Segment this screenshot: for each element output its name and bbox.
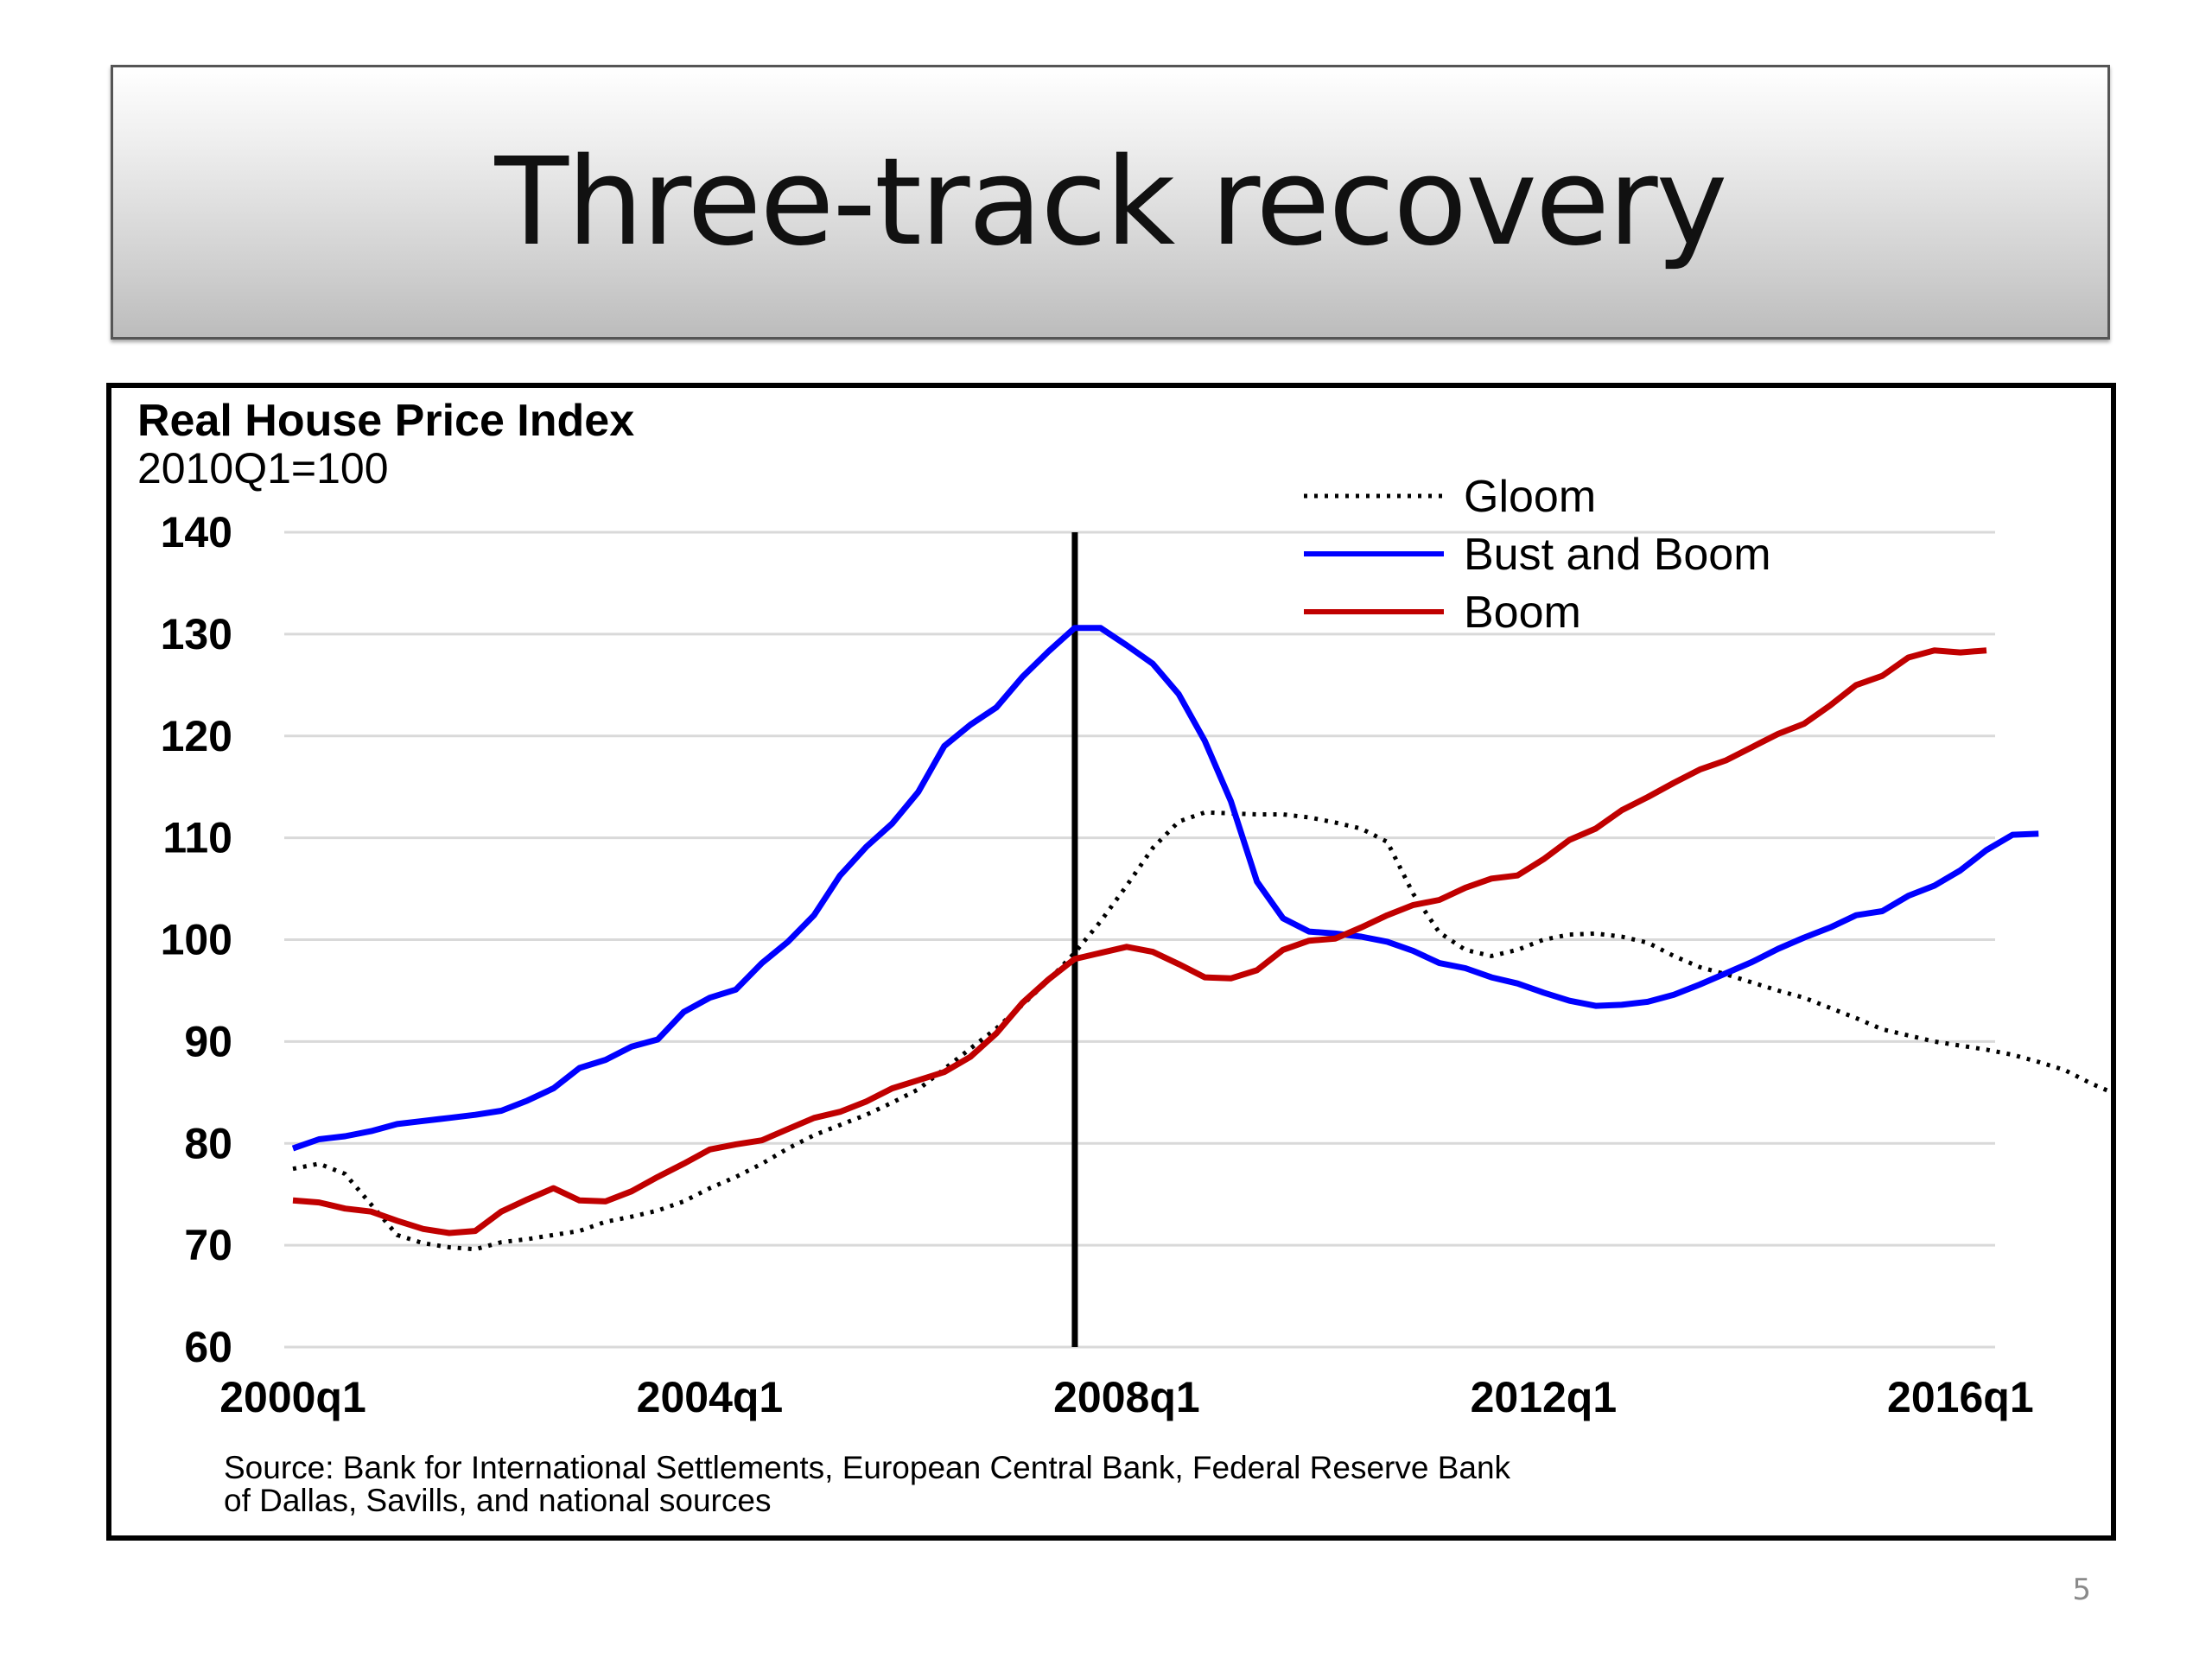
source-note-line-1: Source: Bank for International Settlemen… [224,1450,1511,1485]
source-note-line-2: of Dallas, Savills, and national sources [224,1483,771,1518]
y-tick-label: 80 [184,1119,232,1167]
y-tick-label: 110 [162,814,232,862]
y-tick-label: 120 [161,712,232,760]
chart-subtitle: 2010Q1=100 [137,444,389,493]
legend-label: Gloom [1464,472,1596,522]
series-line-gloom [292,810,2111,1252]
y-tick-label: 60 [184,1323,232,1371]
y-tick-label: 130 [161,610,232,658]
legend-label: Bust and Boom [1464,530,1771,580]
series-line-bust-and-boom [291,625,2039,1152]
y-axis: 140 130 120 110 100 90 80 70 60 [161,508,232,1371]
chart-title: Real House Price Index [137,396,634,446]
x-tick-label: 2008q1 [1053,1373,1200,1421]
y-tick-label: 90 [184,1017,232,1065]
y-tick-label: 100 [161,916,232,964]
y-tick-label: 140 [161,508,232,556]
x-tick-label: 2016q1 [1887,1373,2034,1421]
x-tick-label: 2012q1 [1471,1373,1618,1421]
legend: Gloom Bust and Boom Boom [1304,472,1771,638]
chart-frame: Real House Price Index 2010Q1=100 140 130… [106,383,2116,1541]
x-tick-label: 2000q1 [219,1373,366,1421]
x-axis: 2000q1 2004q1 2008q1 2012q1 2016q1 [219,1373,2033,1421]
slide-title-banner: Three-track recovery [111,65,2110,340]
x-tick-label: 2004q1 [637,1373,784,1421]
series-lines [291,625,2111,1252]
slide-title: Three-track recovery [494,131,1728,273]
legend-label: Boom [1464,588,1581,638]
y-tick-label: 70 [184,1221,232,1269]
series-line-boom [292,647,1987,1236]
grid-lines [284,531,1995,1349]
house-price-chart: Real House Price Index 2010Q1=100 140 130… [137,396,2111,1518]
slide-page-number: 5 [2072,1573,2091,1607]
